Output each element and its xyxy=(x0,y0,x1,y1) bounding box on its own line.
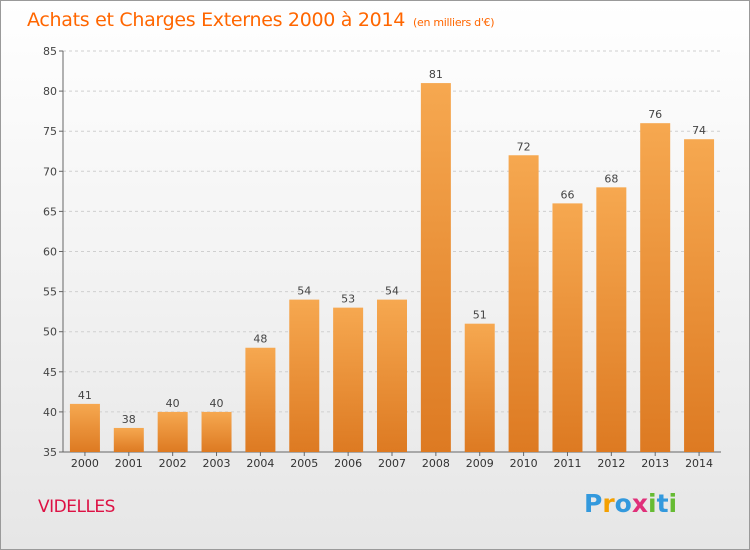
bar xyxy=(157,411,188,452)
bar xyxy=(552,203,583,452)
bar xyxy=(113,427,144,452)
data-label: 76 xyxy=(648,108,662,121)
x-tick-label: 2010 xyxy=(510,457,538,470)
data-label: 38 xyxy=(122,413,136,426)
bar xyxy=(596,187,627,452)
data-label: 66 xyxy=(560,188,574,201)
x-tick-label: 2002 xyxy=(159,457,187,470)
x-tick-label: 2013 xyxy=(641,457,669,470)
y-tick-label: 45 xyxy=(43,366,57,379)
data-label: 81 xyxy=(429,68,443,81)
y-tick-label: 70 xyxy=(43,165,57,178)
logo-letter: x xyxy=(631,489,648,518)
logo-letter: o xyxy=(614,489,632,518)
logo-letter: i xyxy=(648,489,657,518)
x-tick-label: 2008 xyxy=(422,457,450,470)
x-tick-label: 2009 xyxy=(466,457,494,470)
data-label: 68 xyxy=(604,172,618,185)
x-tick-label: 2007 xyxy=(378,457,406,470)
bar xyxy=(69,403,100,452)
bar xyxy=(201,411,232,452)
logo-letter: t xyxy=(656,489,669,518)
data-label: 53 xyxy=(341,293,355,306)
x-tick-label: 2001 xyxy=(115,457,143,470)
bar xyxy=(289,299,320,452)
bar xyxy=(333,307,364,452)
y-tick-label: 75 xyxy=(43,125,57,138)
x-tick-label: 2011 xyxy=(553,457,581,470)
chart-title: Achats et Charges Externes 2000 à 2014 (e… xyxy=(27,9,495,31)
x-tick-label: 2006 xyxy=(334,457,362,470)
bar xyxy=(684,139,715,452)
x-tick-label: 2005 xyxy=(290,457,318,470)
proxiti-logo: Proxiti xyxy=(584,489,677,518)
y-tick-label: 40 xyxy=(43,406,57,419)
x-tick-label: 2014 xyxy=(685,457,713,470)
x-tick-label: 2012 xyxy=(597,457,625,470)
y-tick-label: 85 xyxy=(43,45,57,58)
y-tick-label: 65 xyxy=(43,205,57,218)
y-tick-label: 50 xyxy=(43,326,57,339)
bar xyxy=(508,155,539,452)
data-label: 51 xyxy=(473,309,487,322)
chart-title-text: Achats et Charges Externes 2000 à 2014 xyxy=(27,9,406,31)
data-label: 48 xyxy=(253,333,267,346)
x-tick-label: 2004 xyxy=(246,457,274,470)
data-label: 40 xyxy=(210,397,224,410)
y-tick-label: 60 xyxy=(43,246,57,259)
y-tick-label: 35 xyxy=(43,446,57,459)
bar xyxy=(464,323,495,452)
data-label: 54 xyxy=(385,285,399,298)
logo-letter: i xyxy=(668,489,678,518)
data-label: 72 xyxy=(517,140,531,153)
data-label: 40 xyxy=(166,397,180,410)
bar xyxy=(640,123,671,453)
x-tick-label: 2000 xyxy=(71,457,99,470)
bar xyxy=(420,83,451,452)
logo-letter: r xyxy=(602,489,615,518)
y-tick-label: 80 xyxy=(43,85,57,98)
data-label: 41 xyxy=(78,389,92,402)
data-label: 54 xyxy=(297,285,311,298)
chart-unit: (en milliers d'€) xyxy=(413,16,495,29)
bar xyxy=(377,299,407,452)
y-tick-label: 55 xyxy=(43,286,57,299)
logo-letter: P xyxy=(584,489,603,518)
x-tick-label: 2003 xyxy=(203,457,231,470)
bar xyxy=(245,347,276,452)
data-label: 74 xyxy=(692,124,706,137)
place-name: VIDELLES xyxy=(38,497,115,517)
